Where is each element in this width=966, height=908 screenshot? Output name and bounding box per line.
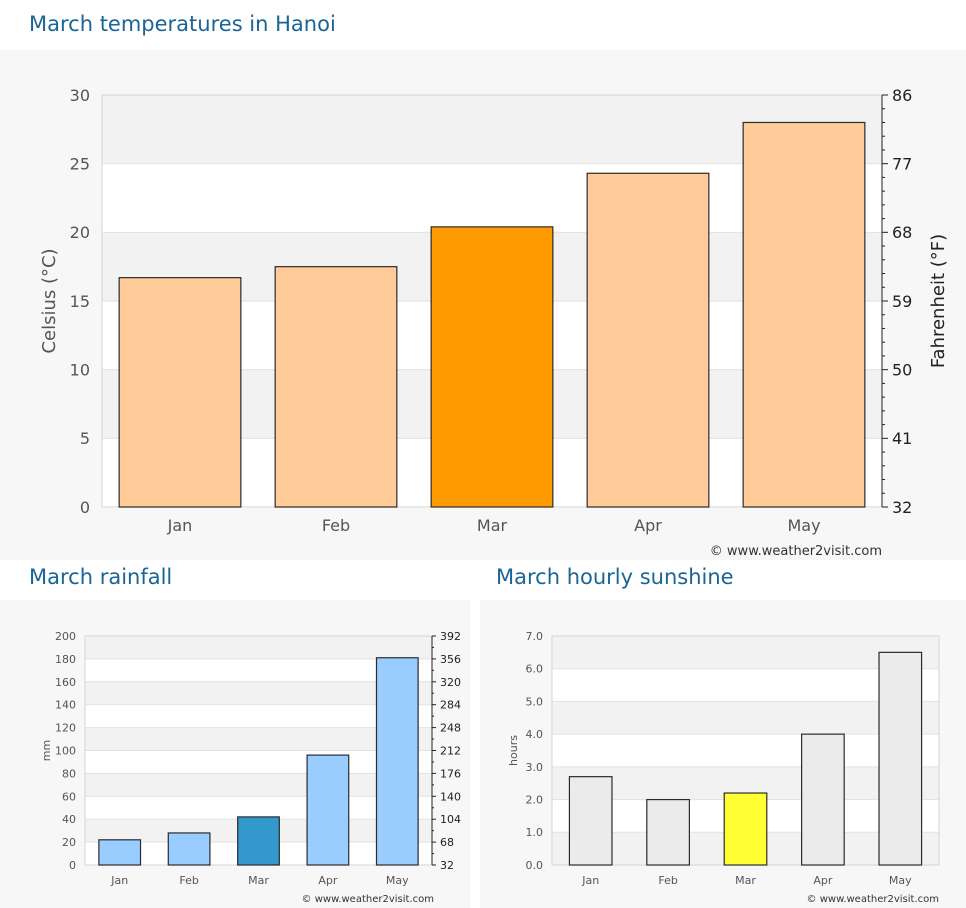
y2-tick-label: 77 [892,154,912,173]
x-tick-label: Feb [322,516,350,535]
y2-tick-label: 32 [440,859,454,872]
bar-mar [237,816,280,866]
y-tick-label: 2.0 [526,794,544,807]
y2-tick-label: 59 [892,292,912,311]
y2-tick-label: 392 [440,630,461,643]
x-tick-label: Feb [658,874,677,887]
bar-feb [274,266,398,508]
x-tick-label: Apr [634,516,662,535]
grid-band [85,636,432,659]
x-tick-label: May [889,874,912,887]
y-tick-label: 180 [55,653,76,666]
y2-tick-label: 356 [440,653,461,666]
chart-credit: © www.weather2visit.com [302,894,434,905]
y-tick-label: 120 [55,722,76,735]
grid-band [552,701,939,735]
y-axis-label: hours [507,735,520,766]
x-tick-label: Feb [179,874,198,887]
bar-feb [646,798,690,866]
y-tick-label: 40 [62,813,76,826]
bar-may [878,651,923,866]
y2-axis-label: Fahrenheit (°F) [928,234,949,368]
y-tick-label: 10 [70,360,90,379]
y-tick-label: 140 [55,699,76,712]
x-tick-label: Jan [110,874,128,887]
y-tick-label: 20 [62,836,76,849]
y2-tick-label: 176 [440,767,461,780]
y-tick-label: 25 [70,154,90,173]
y-axis-label: mm [40,740,53,761]
temperature-chart: Jan Feb Mar Apr May 0 5 10 15 20 25 30 Celsius (°C) 3… [0,50,966,560]
y2-tick-label: 320 [440,676,461,689]
y-tick-label: 3.0 [526,761,544,774]
y2-tick-label: 86 [892,86,912,105]
x-tick-label: Apr [813,874,833,887]
bar-apr [801,733,845,866]
y2-tick-label: 50 [892,360,912,379]
y-tick-label: 20 [70,223,90,242]
y-tick-label: 80 [62,767,76,780]
rainfall-chart-title: March rainfall [29,565,173,589]
y2-tick-label: 104 [440,813,461,826]
x-tick-label: Jan [167,516,193,535]
y2-tick-label: 140 [440,790,461,803]
y-tick-label: 60 [62,790,76,803]
x-tick-label: Apr [318,874,338,887]
y-tick-label: 5.0 [526,695,544,708]
bar-mar [430,226,554,508]
sunshine-chart-title: March hourly sunshine [496,565,734,589]
y-tick-label: 5 [80,429,90,448]
y-tick-label: 100 [55,744,76,757]
bar-jan [118,277,242,508]
y-tick-label: 15 [70,292,90,311]
y2-tick-label: 284 [440,699,461,712]
y2-tick-label: 68 [440,836,454,849]
y2-tick-label: 248 [440,722,461,735]
y-tick-label: 0 [69,859,76,872]
y-tick-label: 1.0 [526,826,544,839]
y-tick-label: 200 [55,630,76,643]
x-tick-label: Mar [477,516,508,535]
y-tick-label: 6.0 [526,663,544,676]
x-tick-label: Mar [735,874,756,887]
y-tick-label: 4.0 [526,728,544,741]
y-tick-label: 160 [55,676,76,689]
x-tick-label: May [787,516,820,535]
chart-credit: © www.weather2visit.com [807,894,939,905]
bar-mar [723,792,768,866]
x-tick-label: Mar [248,874,269,887]
rainfall-chart: Jan Feb Mar Apr May 0 20 40 60 80 100 120 140 160 180 2… [0,600,470,908]
bar-may [375,657,419,866]
bar-apr [306,754,350,866]
bar-jan [98,839,142,866]
bar-apr [586,172,710,508]
grid-band [85,727,432,751]
y2-tick-label: 32 [892,498,912,517]
bar-feb [167,832,211,866]
sunshine-chart: Jan Feb Mar Apr May 0.0 1.0 2.0 3.0 4.0 5.0 6.0 7.0 h… [480,600,966,908]
bar-jan [568,776,613,866]
temperature-chart-title: March temperatures in Hanoi [29,12,336,36]
y2-tick-label: 68 [892,223,912,242]
chart-credit: © www.weather2visit.com [710,544,882,559]
y-tick-label: 0.0 [526,859,544,872]
bar-may [742,121,866,508]
x-tick-label: Jan [581,874,599,887]
grid-band [85,681,432,705]
y2-axis-label: inches [468,732,470,768]
y-tick-label: 0 [80,498,90,517]
y2-tick-label: 212 [440,744,461,757]
y-tick-label: 7.0 [526,630,544,643]
y-tick-label: 30 [70,86,90,105]
y2-tick-label: 41 [892,429,912,448]
x-tick-label: May [386,874,409,887]
y-axis-label: Celsius (°C) [39,248,60,353]
grid-band [552,636,939,669]
